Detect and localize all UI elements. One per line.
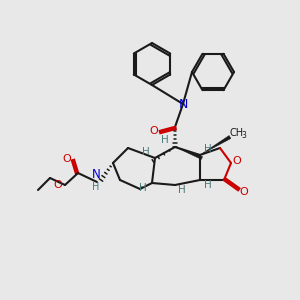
Text: O: O — [240, 187, 248, 197]
Text: N: N — [178, 98, 188, 110]
Text: O: O — [54, 180, 62, 190]
Polygon shape — [155, 147, 175, 158]
Polygon shape — [175, 147, 202, 159]
Text: H: H — [204, 180, 212, 190]
Text: O: O — [63, 154, 71, 164]
Text: O: O — [232, 156, 242, 166]
Text: H: H — [161, 135, 169, 145]
Text: CH: CH — [230, 128, 244, 138]
Text: 3: 3 — [242, 131, 246, 140]
Text: H: H — [178, 185, 186, 195]
Text: H: H — [92, 182, 100, 192]
Text: N: N — [92, 169, 100, 182]
Text: H: H — [142, 147, 150, 157]
Text: O: O — [150, 126, 158, 136]
Text: H: H — [139, 183, 147, 193]
Polygon shape — [200, 136, 231, 155]
Text: H: H — [204, 144, 212, 154]
